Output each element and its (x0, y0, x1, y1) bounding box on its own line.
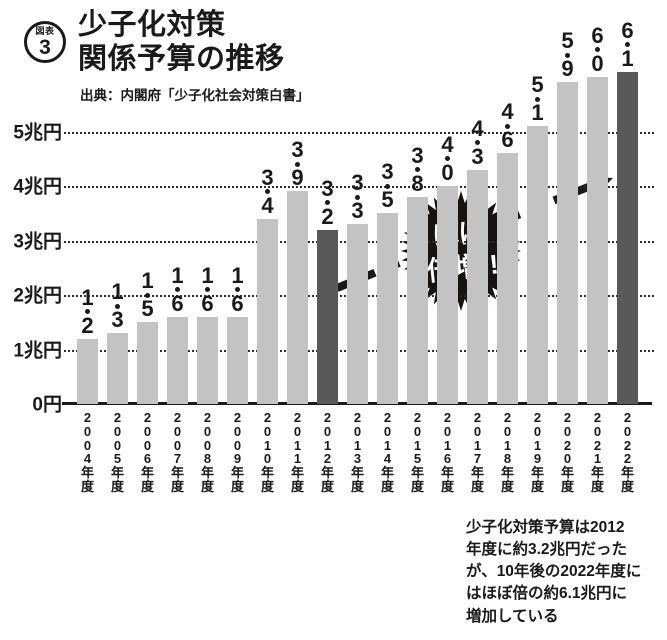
decimal-dot (595, 47, 600, 53)
decimal-dot (265, 189, 270, 195)
bar-2015年度 (407, 196, 428, 404)
decimal-dot (175, 287, 180, 293)
y-axis-tick-label: 4兆円 (13, 176, 62, 198)
bar-2021年度 (587, 77, 608, 404)
gridline (64, 131, 654, 134)
decimal-dot (295, 161, 300, 167)
decimal-dot (115, 303, 120, 309)
y-axis-tick-label: 0円 (32, 394, 62, 416)
bar-2022年度 (617, 71, 638, 404)
figure-label-text: 図表 (35, 25, 55, 36)
bar-2014年度 (377, 213, 398, 404)
bar-2008年度 (197, 316, 218, 404)
caption-text: 少子化対策予算は2012 年度に約3.2兆円だった が、10年後の2022年度に… (466, 519, 642, 625)
bar-2006年度 (137, 322, 158, 404)
decimal-dot (235, 287, 240, 293)
decimal-dot (415, 167, 420, 173)
bar-2011年度 (287, 191, 308, 404)
y-axis-tick-label: 5兆円 (13, 122, 62, 143)
emphasis-badge: ほぼ 倍増!! (399, 189, 523, 313)
bar-2020年度 (557, 82, 578, 404)
y-axis-tick-label: 1兆円 (13, 340, 62, 361)
y-axis-tick-label: 3兆円 (13, 231, 62, 252)
decimal-dot (445, 156, 450, 162)
bar-2013年度 (347, 224, 368, 404)
figure-number: 3 (39, 35, 51, 59)
starburst-shape (401, 191, 521, 311)
bar-2007年度 (167, 316, 188, 404)
source-note: 出典：内閣府「少子化社会対策白書」 (80, 88, 310, 103)
decimal-dot (385, 183, 390, 189)
bar-2018年度 (497, 153, 518, 404)
bar-2004年度 (77, 338, 98, 404)
decimal-dot (325, 200, 330, 206)
decimal-dot (565, 52, 570, 58)
decimal-dot (505, 123, 510, 129)
bar-2017年度 (467, 169, 488, 404)
decimal-dot (85, 309, 90, 315)
bar-2019年度 (527, 126, 548, 404)
decimal-dot (145, 292, 150, 298)
bar-2005年度 (107, 333, 128, 404)
decimal-dot (355, 194, 360, 200)
bar-2009年度 (227, 316, 248, 404)
bar-2016年度 (437, 186, 458, 404)
figure-number-badge: 図表 3 (24, 21, 66, 63)
chart-title: 少子化対策 関係予算の推移 (78, 9, 285, 76)
gridline (64, 186, 654, 188)
bar-2012年度 (317, 229, 338, 404)
bar-2010年度 (257, 218, 278, 404)
y-axis-tick-label: 2兆円 (13, 285, 62, 307)
decimal-dot (205, 287, 210, 293)
decimal-dot (475, 140, 480, 146)
decimal-dot (625, 42, 630, 48)
starburst-icon (401, 191, 521, 311)
decimal-dot (535, 96, 540, 102)
